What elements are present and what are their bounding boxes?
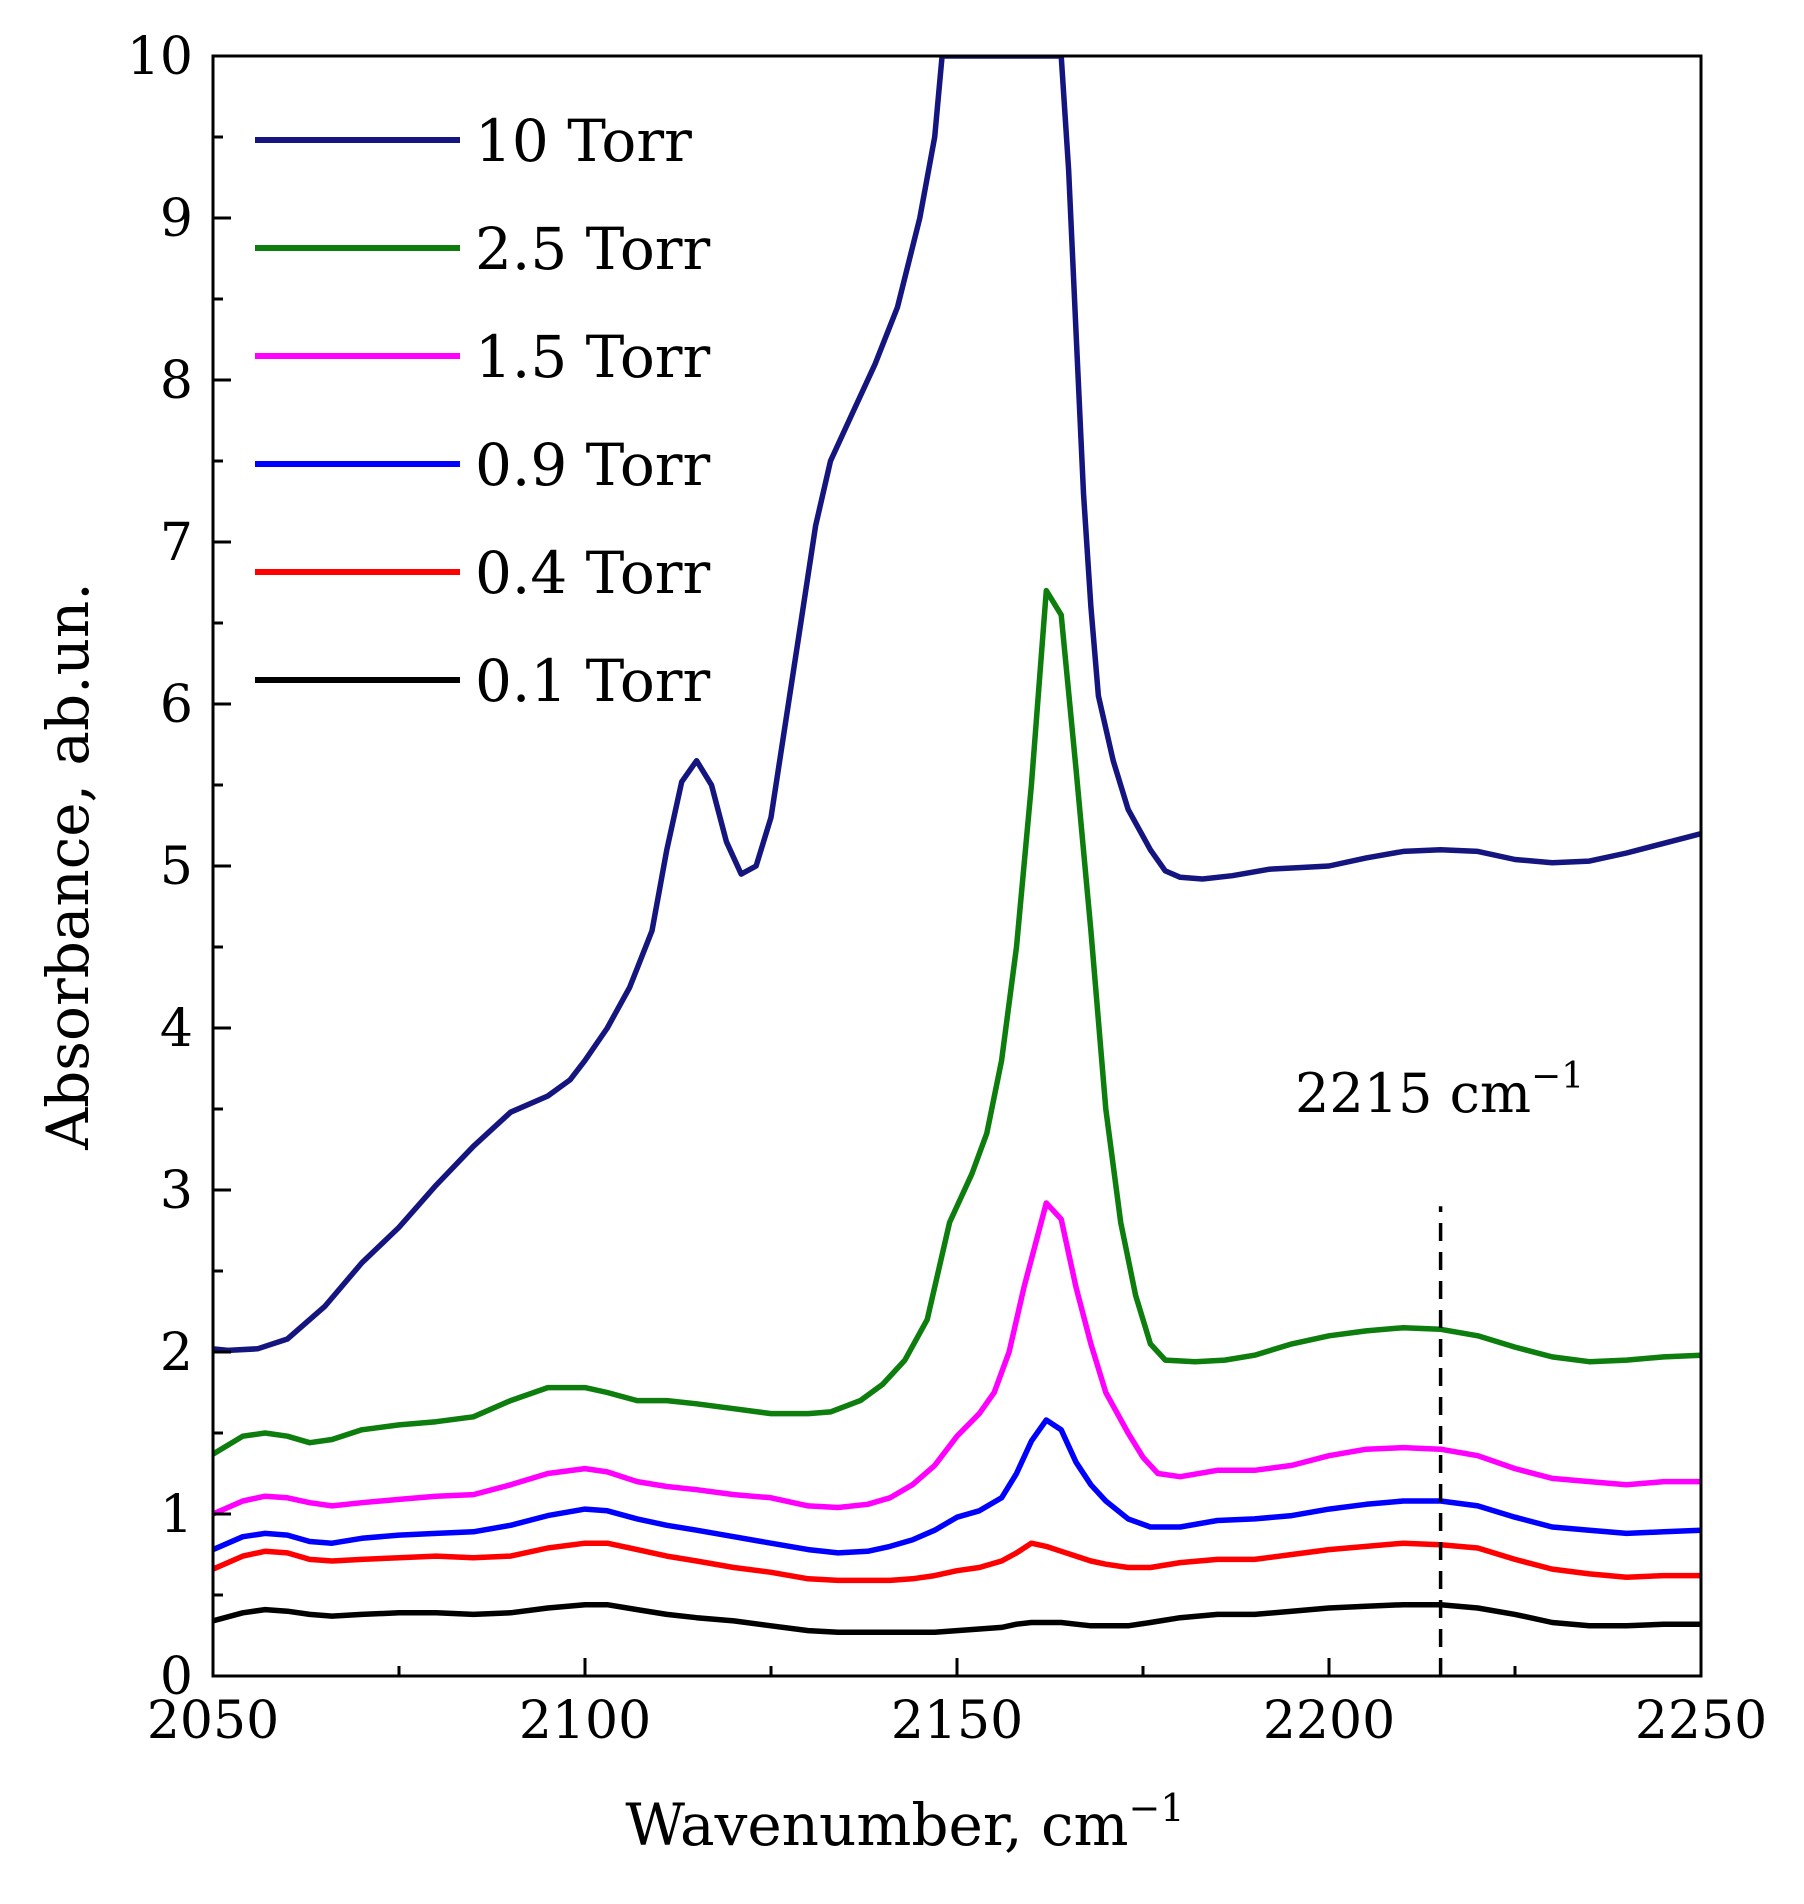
legend-label-5: 0.1 Torr <box>475 647 711 715</box>
x-axis-title: Wavenumber, cm−1 <box>625 1786 1184 1859</box>
y-tick-label: 3 <box>160 1161 193 1221</box>
axes-layer: 2050 2100 2150 2200 2250 0 1 2 3 4 5 6 7 8 9 10 <box>127 27 1767 1751</box>
x-axis-title-superscript: −1 <box>1129 1786 1185 1830</box>
annotation-label: 2215 cm−1 <box>1295 1056 1584 1125</box>
annotation-text: 2215 cm <box>1295 1062 1531 1125</box>
series-line-4 <box>213 1540 1701 1584</box>
series-line-5 <box>213 1601 1701 1636</box>
y-tick-label: 5 <box>160 837 193 897</box>
y-tick-label: 0 <box>160 1647 193 1707</box>
legend: 10 Torr 2.5 Torr 1.5 Torr 0.9 Torr 0.4 Torr 0… <box>255 107 711 715</box>
y-tick-label: 1 <box>160 1485 193 1545</box>
y-tick-label: 8 <box>160 351 193 411</box>
y-axis-title: Absorbance, ab.un. <box>34 582 102 1150</box>
series-line-3 <box>213 1417 1701 1556</box>
y-tick-label: 9 <box>160 189 193 249</box>
legend-label-0: 10 Torr <box>475 107 692 175</box>
annotation-superscript: −1 <box>1531 1056 1584 1097</box>
y-tick-label: 6 <box>160 675 193 735</box>
x-tick-label: 2100 <box>519 1691 651 1751</box>
y-tick-label: 10 <box>127 27 193 87</box>
y-tick-label: 7 <box>160 513 193 573</box>
series-layer <box>213 56 1701 1636</box>
legend-label-4: 0.4 Torr <box>475 539 711 607</box>
series-line-0 <box>213 56 1701 1354</box>
legend-label-2: 1.5 Torr <box>475 323 711 391</box>
legend-label-1: 2.5 Torr <box>475 215 711 283</box>
series-line-1 <box>213 587 1701 1457</box>
y-tick-label: 2 <box>160 1323 193 1383</box>
series-line-2 <box>213 1200 1701 1517</box>
x-tick-label: 2050 <box>147 1691 279 1751</box>
x-tick-label: 2250 <box>1635 1691 1767 1751</box>
legend-label-3: 0.9 Torr <box>475 431 711 499</box>
annotation-layer: 2215 cm−1 <box>1295 1056 1584 1676</box>
x-tick-label: 2150 <box>891 1691 1023 1751</box>
x-tick-label: 2200 <box>1263 1691 1395 1751</box>
y-tick-label: 4 <box>160 999 193 1059</box>
